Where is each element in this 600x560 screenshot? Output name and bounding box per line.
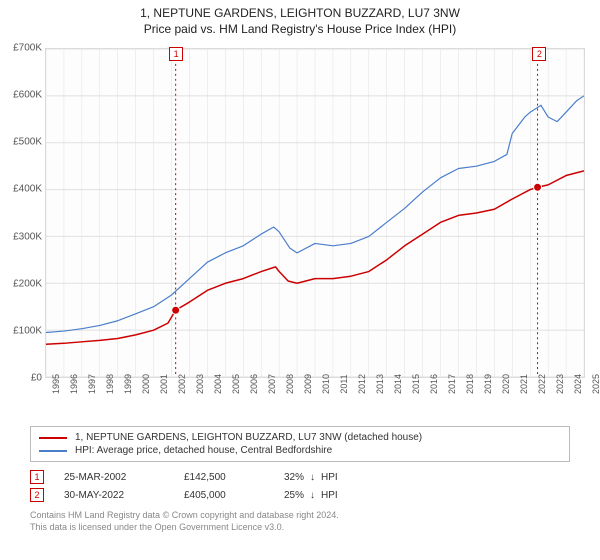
event-diff-pct: 32% bbox=[284, 472, 304, 483]
legend-label: HPI: Average price, detached house, Cent… bbox=[75, 445, 332, 456]
event-diff-label: HPI bbox=[321, 472, 338, 483]
legend-row: 1, NEPTUNE GARDENS, LEIGHTON BUZZARD, LU… bbox=[39, 431, 561, 444]
footer: Contains HM Land Registry data © Crown c… bbox=[30, 510, 570, 533]
event-date: 25-MAR-2002 bbox=[64, 472, 164, 483]
plot-area: 12 bbox=[45, 48, 585, 378]
legend-swatch bbox=[39, 437, 67, 439]
event-date: 30-MAY-2022 bbox=[64, 490, 164, 501]
x-tick-label: 2025 bbox=[591, 374, 600, 394]
events-table: 1 25-MAR-2002 £142,500 32% ↓ HPI 2 30-MAY-2022 £… bbox=[30, 468, 570, 504]
chart-area: £0£100K£200K£300K£400K£500K£600K£700K 12… bbox=[0, 40, 600, 420]
chart-titles: 1, NEPTUNE GARDENS, LEIGHTON BUZZARD, LU… bbox=[0, 0, 600, 36]
sale-marker-label: 1 bbox=[169, 47, 183, 61]
event-diff-label: HPI bbox=[321, 490, 338, 501]
y-tick-label: £400K bbox=[0, 184, 42, 195]
title-main: 1, NEPTUNE GARDENS, LEIGHTON BUZZARD, LU… bbox=[0, 6, 600, 20]
footer-line1: Contains HM Land Registry data © Crown c… bbox=[30, 510, 570, 522]
title-sub: Price paid vs. HM Land Registry's House … bbox=[0, 22, 600, 36]
y-tick-label: £600K bbox=[0, 90, 42, 101]
legend: 1, NEPTUNE GARDENS, LEIGHTON BUZZARD, LU… bbox=[30, 426, 570, 462]
event-diff: 25% ↓ HPI bbox=[284, 490, 338, 501]
event-diff-pct: 25% bbox=[284, 490, 304, 501]
y-tick-label: £200K bbox=[0, 278, 42, 289]
legend-row: HPI: Average price, detached house, Cent… bbox=[39, 444, 561, 457]
event-price: £142,500 bbox=[184, 472, 264, 483]
y-tick-label: £700K bbox=[0, 43, 42, 54]
event-row: 2 30-MAY-2022 £405,000 25% ↓ HPI bbox=[30, 486, 570, 504]
event-badge: 1 bbox=[30, 470, 44, 484]
y-tick-label: £300K bbox=[0, 231, 42, 242]
y-tick-label: £500K bbox=[0, 137, 42, 148]
sale-marker-label: 2 bbox=[532, 47, 546, 61]
legend-swatch bbox=[39, 450, 67, 452]
event-price: £405,000 bbox=[184, 490, 264, 501]
plot-svg bbox=[46, 49, 584, 377]
footer-line2: This data is licensed under the Open Gov… bbox=[30, 522, 570, 534]
arrow-down-icon: ↓ bbox=[310, 472, 315, 483]
y-tick-label: £100K bbox=[0, 325, 42, 336]
event-badge: 2 bbox=[30, 488, 44, 502]
arrow-down-icon: ↓ bbox=[310, 490, 315, 501]
event-row: 1 25-MAR-2002 £142,500 32% ↓ HPI bbox=[30, 468, 570, 486]
event-diff: 32% ↓ HPI bbox=[284, 472, 338, 483]
y-tick-label: £0 bbox=[0, 373, 42, 384]
legend-label: 1, NEPTUNE GARDENS, LEIGHTON BUZZARD, LU… bbox=[75, 432, 422, 443]
